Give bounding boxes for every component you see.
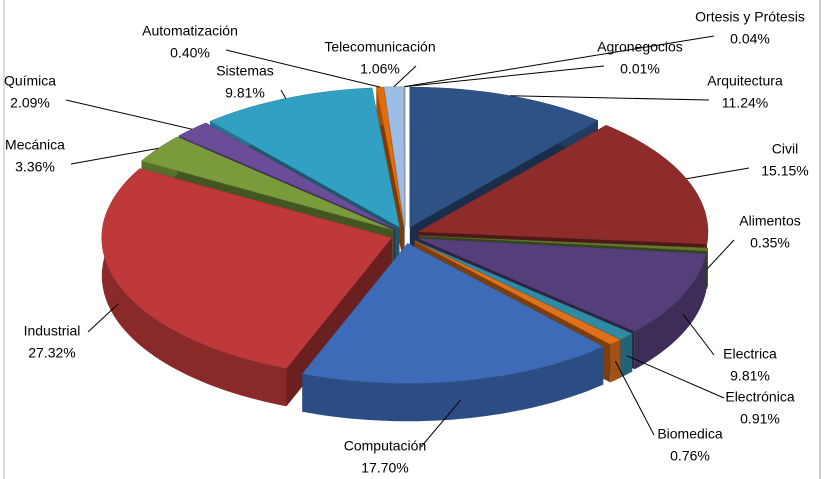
value-label: 0.76% [670, 448, 710, 464]
category-label: Agronegocios [597, 39, 683, 55]
leader-line [682, 313, 715, 356]
category-label: Alimentos [739, 213, 800, 229]
slice-side [620, 333, 633, 378]
leader-line [707, 239, 735, 269]
slice-side [101, 168, 287, 407]
category-label: Industrial [24, 323, 81, 339]
category-label: Electrónica [725, 389, 794, 405]
value-label: 2.09% [10, 95, 50, 111]
slice-side [610, 339, 621, 383]
slice [418, 235, 709, 252]
category-label: Computación [344, 438, 427, 454]
category-label: Civil [772, 141, 798, 157]
slice [414, 240, 621, 345]
leader-line [614, 360, 655, 436]
value-label: 9.81% [225, 85, 265, 101]
value-label: 17.70% [361, 460, 408, 476]
category-label: Mecánica [5, 137, 65, 153]
value-label: 3.36% [15, 159, 55, 175]
category-label: Arquitectura [707, 73, 783, 89]
value-label: 11.24% [722, 95, 768, 111]
leader-line [70, 147, 159, 165]
value-label: 0.35% [750, 235, 790, 251]
slice [417, 238, 707, 332]
slice [301, 242, 604, 384]
category-label: Ortesis y Prótesis [695, 9, 805, 25]
category-label: Sistemas [216, 63, 274, 79]
category-label: Química [4, 73, 56, 89]
slice-side [707, 248, 708, 290]
leader-line [65, 99, 193, 130]
slice [415, 240, 633, 340]
leader-line [225, 49, 381, 88]
leader-line [510, 95, 710, 101]
value-label: 1.06% [360, 61, 400, 77]
category-label: Telecomunicación [324, 39, 435, 55]
value-label: 0.04% [730, 31, 770, 47]
slice-side [302, 346, 604, 422]
value-label: 9.81% [730, 368, 770, 384]
value-label: 15.15% [761, 163, 808, 179]
pie [101, 86, 709, 422]
leader-line [404, 65, 605, 88]
slice-side [634, 253, 707, 370]
category-label: Automatización [142, 23, 238, 39]
value-label: 0.40% [170, 45, 210, 61]
leader-line [280, 89, 287, 99]
leader-line [404, 35, 715, 88]
leader-line [87, 303, 119, 333]
category-label: Electrica [723, 346, 777, 362]
value-label: 0.91% [740, 411, 780, 427]
leader-line [686, 167, 750, 180]
value-label: 0.01% [620, 61, 660, 77]
slice [101, 168, 393, 369]
slice [384, 86, 405, 227]
value-label: 27.32% [28, 345, 75, 361]
leader-line [626, 355, 725, 399]
category-label: Biomedica [657, 426, 723, 442]
leader-line [393, 65, 417, 88]
leader-line [420, 399, 462, 448]
